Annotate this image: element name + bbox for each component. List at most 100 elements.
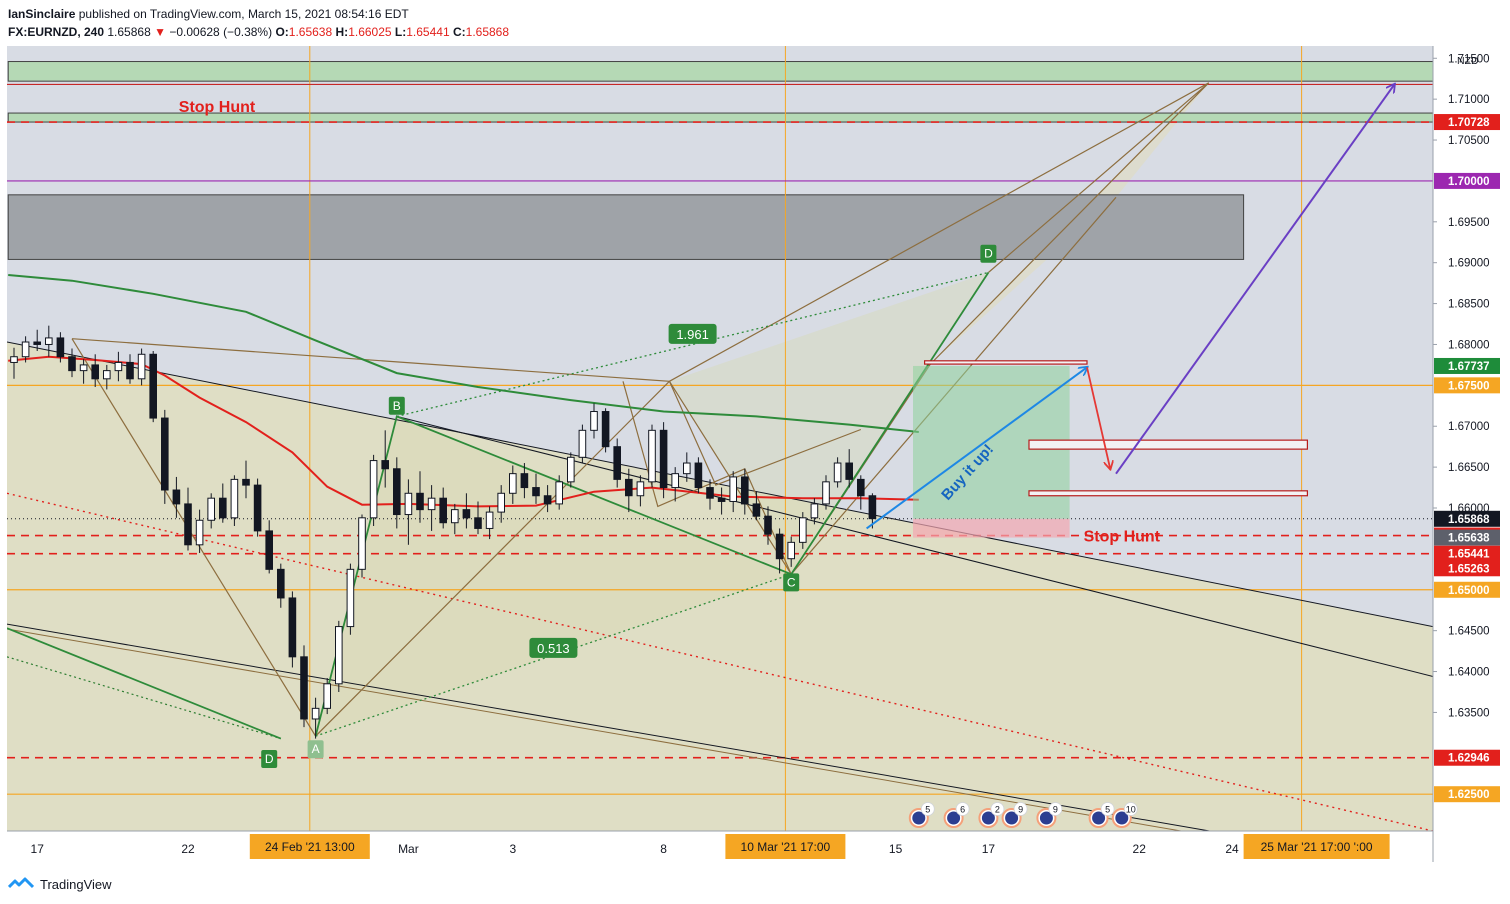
- candle-body: [590, 411, 598, 431]
- footer: TradingView: [8, 874, 112, 894]
- symbol-name[interactable]: FX:EURNZD, 240: [8, 25, 105, 39]
- event-count-badge: [1123, 802, 1138, 816]
- event-count: 2: [995, 805, 1000, 815]
- candle-body: [91, 364, 100, 380]
- x-tick-label: 8: [660, 842, 667, 856]
- candle-body: [822, 481, 830, 505]
- price-tag-label: 1.65441: [1448, 549, 1490, 561]
- candle-body: [161, 417, 169, 491]
- x-tick-label: 3: [509, 842, 516, 856]
- price-tag-label: 1.62500: [1448, 789, 1490, 801]
- candle-body: [567, 456, 575, 483]
- candle-body: [242, 478, 250, 486]
- pattern-point-label: B: [393, 399, 401, 413]
- candle-body: [207, 497, 215, 521]
- x-highlight: [1243, 834, 1390, 859]
- candle-body: [497, 492, 505, 513]
- event-count: 5: [1105, 805, 1110, 815]
- x-tick-label: 22: [1133, 842, 1147, 856]
- publish-info: IanSinclaire published on TradingView.co…: [8, 6, 409, 22]
- candle-body: [230, 478, 239, 519]
- chart-area[interactable]: D A B C D 1.961 0.513 Stop Hunt Stop Hunt Buy it …: [7, 46, 1502, 862]
- candle-body: [810, 503, 819, 519]
- x-highlight: [249, 834, 370, 859]
- candle-body: [659, 429, 668, 489]
- y-tick-label: 1.67000: [1448, 421, 1490, 433]
- stop-hunt-annotation: Stop Hunt: [1084, 529, 1161, 546]
- ema-200-line: [8, 274, 919, 433]
- candle-body: [404, 492, 413, 516]
- xabcd-leg-left: [7, 627, 282, 740]
- price-tag: [1434, 529, 1500, 546]
- event-count: 9: [1018, 805, 1023, 815]
- event-count: 5: [925, 805, 930, 815]
- candle-body: [114, 361, 123, 372]
- open-value: 1.65638: [288, 25, 333, 39]
- candle-body: [671, 473, 680, 489]
- candle-body: [706, 487, 714, 499]
- harmonic-outline-2: [71, 338, 862, 486]
- close-label: C:: [452, 25, 466, 39]
- y-tick-label: 1.71500: [1448, 53, 1490, 65]
- candle-body: [33, 341, 41, 345]
- candle-body: [439, 497, 447, 524]
- x-highlight-label: 24 Feb '21 13:00: [265, 840, 355, 854]
- candle-body: [451, 509, 459, 524]
- x-highlight-label: 25 Mar '21 17:00 ':00: [1261, 840, 1373, 854]
- symbol-info: FX:EURNZD, 240 1.65868 ▼ −0.00628 (−0.38…: [8, 24, 509, 40]
- y-tick-label: 1.66500: [1448, 462, 1490, 474]
- price-tag-label: 1.70000: [1448, 176, 1490, 188]
- high-label: H:: [335, 25, 349, 39]
- candle-body: [555, 481, 564, 505]
- candle-body: [79, 364, 88, 372]
- candle-body: [833, 462, 842, 483]
- event-count-badge: [1048, 802, 1063, 816]
- pattern-point-label: C: [787, 575, 796, 589]
- candle-body: [474, 517, 482, 529]
- x-tick-label: 17: [982, 842, 996, 856]
- buy-arrow: [866, 367, 1087, 530]
- price-tag: [1434, 114, 1500, 131]
- candle-body: [485, 511, 494, 529]
- resistance-box-0: [923, 360, 1088, 365]
- x-tick-label: 17: [31, 842, 45, 856]
- candle-body: [265, 530, 273, 570]
- candle-body: [300, 656, 308, 720]
- author-name[interactable]: IanSinclaire: [8, 7, 76, 21]
- candle-body: [636, 481, 645, 497]
- zone-2: [7, 194, 1245, 260]
- ratio-line-bd: [396, 271, 989, 418]
- candle-body: [277, 568, 285, 599]
- y-tick-label: 1.68000: [1448, 339, 1490, 351]
- long-position-stop: [913, 518, 1070, 538]
- candle-body: [45, 337, 53, 345]
- candle-body: [764, 515, 772, 535]
- candle-body: [10, 356, 18, 363]
- price-tag: [1434, 510, 1500, 527]
- candle-body: [509, 473, 517, 494]
- y-tick-label: 1.64000: [1448, 667, 1490, 679]
- x-tick-label: 22: [181, 842, 195, 856]
- channel-line-upper: [7, 341, 1433, 628]
- candle-body: [393, 468, 401, 516]
- y-tick-label: 1.63500: [1448, 707, 1490, 719]
- price-tag-label: 1.67500: [1448, 380, 1490, 392]
- candle-body: [335, 626, 343, 685]
- candle-body: [56, 337, 65, 358]
- tradingview-logo-icon[interactable]: [8, 876, 34, 892]
- candle-body: [416, 492, 424, 511]
- candle-body: [149, 353, 157, 419]
- low-label: L:: [394, 25, 407, 39]
- y-tick-label: 1.68500: [1448, 299, 1490, 311]
- candle-body: [358, 517, 366, 570]
- candle-body: [184, 503, 192, 546]
- candle-body: [427, 497, 436, 511]
- pattern-point-label: A: [312, 742, 320, 756]
- candle-body: [532, 487, 540, 497]
- event-count: 9: [1053, 805, 1058, 815]
- brand-name[interactable]: TradingView: [40, 876, 112, 892]
- candle-body: [346, 568, 355, 628]
- pattern-point-label: D: [265, 752, 274, 766]
